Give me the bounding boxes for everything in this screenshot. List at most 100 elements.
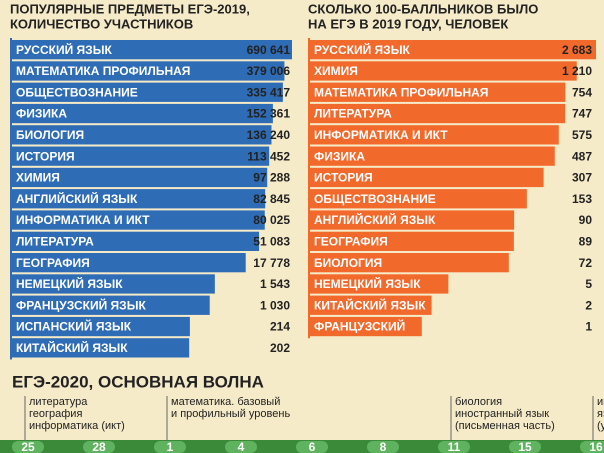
date: 16 bbox=[589, 440, 603, 453]
bar bbox=[310, 40, 596, 60]
bar bbox=[310, 231, 514, 251]
event-text: математика. базовый bbox=[171, 396, 280, 408]
bar bbox=[310, 82, 566, 102]
date: 25 bbox=[21, 440, 35, 453]
value-label: 575 bbox=[572, 128, 592, 142]
timeline-title: ЕГЭ-2020, ОСНОВНАЯ ВОЛНА bbox=[12, 372, 264, 391]
bar bbox=[310, 295, 432, 315]
chart-title: НА ЕГЭ В 2019 ГОДУ, ЧЕЛОВЕК bbox=[308, 16, 508, 31]
bar bbox=[12, 61, 285, 81]
value-label: 747 bbox=[572, 107, 592, 121]
bar-label: ОБЩЕСТВОЗНАНИЕ bbox=[314, 192, 436, 206]
date-chip bbox=[83, 441, 115, 453]
event-text: литература bbox=[29, 396, 88, 408]
bar bbox=[12, 82, 283, 102]
value-label: 72 bbox=[579, 256, 593, 270]
bar-label: НЕМЕЦКИЙ ЯЗЫК bbox=[314, 276, 421, 291]
value-label: 17 778 bbox=[253, 256, 290, 270]
value-label: 754 bbox=[572, 85, 592, 99]
chart-title: СКОЛЬКО 100-БАЛЛЬНИКОВ БЫЛО bbox=[308, 1, 538, 16]
bar-label: ФРАНЦУЗСКИЙ bbox=[314, 319, 405, 334]
date-chip bbox=[12, 441, 44, 453]
bar-label: АНГЛИЙСКИЙ ЯЗЫК bbox=[314, 212, 436, 227]
bar-label: РУССКИЙ ЯЗЫК bbox=[314, 42, 410, 57]
event-text: иностранный bbox=[597, 396, 604, 408]
bar bbox=[310, 316, 422, 337]
value-label: 307 bbox=[572, 171, 592, 185]
bar bbox=[12, 125, 272, 145]
bar-label: НЕМЕЦКИЙ ЯЗЫК bbox=[16, 276, 123, 291]
date-chip bbox=[367, 441, 399, 453]
bar-label: ЛИТЕРАТУРА bbox=[314, 107, 392, 121]
value-label: 2 bbox=[585, 298, 592, 312]
event-text: иностранный язык bbox=[455, 408, 549, 420]
bar-label: АНГЛИЙСКИЙ ЯЗЫК bbox=[16, 191, 138, 206]
bar bbox=[310, 103, 566, 124]
bar-label: ИНФОРМАТИКА И ИКТ bbox=[314, 128, 448, 142]
value-label: 136 240 bbox=[247, 128, 291, 142]
bar-label: ФИЗИКА bbox=[16, 107, 67, 121]
bar-label: ФИЗИКА bbox=[314, 149, 365, 163]
bar bbox=[12, 274, 215, 294]
date: 1 bbox=[167, 440, 174, 453]
bar-label: ГЕОГРАФИЯ bbox=[16, 256, 90, 270]
value-label: 82 845 bbox=[253, 192, 290, 206]
chart-title: ПОПУЛЯРНЫЕ ПРЕДМЕТЫ ЕГЭ-2019, bbox=[10, 1, 250, 16]
chart-title: КОЛИЧЕСТВО УЧАСТНИКОВ bbox=[10, 16, 193, 31]
date-chip bbox=[580, 441, 604, 453]
date-chip bbox=[438, 441, 470, 453]
value-label: 113 452 bbox=[247, 149, 290, 163]
event-text: (письменная часть) bbox=[455, 420, 555, 432]
value-label: 153 bbox=[572, 192, 592, 206]
value-label: 80 025 bbox=[253, 213, 290, 227]
bar-label: ГЕОГРАФИЯ bbox=[314, 235, 388, 249]
date: 15 bbox=[518, 440, 532, 453]
value-label: 2 683 bbox=[562, 43, 592, 57]
bar bbox=[12, 146, 270, 166]
event-text: информатика (икт) bbox=[29, 420, 125, 432]
value-label: 152 361 bbox=[247, 107, 291, 121]
bar-label: ИСТОРИЯ bbox=[314, 171, 373, 185]
event-text: биология bbox=[455, 396, 502, 408]
bar bbox=[310, 210, 515, 230]
date-chip bbox=[296, 441, 328, 453]
bar-label: ФРАНЦУЗСКИЙ ЯЗЫК bbox=[16, 297, 146, 312]
bar bbox=[12, 167, 268, 188]
bar bbox=[12, 253, 246, 273]
bar bbox=[12, 210, 265, 230]
date: 6 bbox=[309, 440, 316, 453]
value-label: 1 543 bbox=[260, 277, 290, 291]
value-label: 1 210 bbox=[562, 64, 592, 78]
event-text: (устная часть) bbox=[597, 420, 604, 432]
bar bbox=[310, 274, 449, 294]
date-chip bbox=[154, 441, 186, 453]
bar-label: БИОЛОГИЯ bbox=[314, 256, 382, 270]
bar bbox=[12, 40, 292, 60]
date-chip bbox=[225, 441, 257, 453]
value-label: 51 083 bbox=[253, 235, 290, 249]
bar bbox=[310, 61, 577, 81]
date: 11 bbox=[448, 440, 461, 453]
value-label: 379 006 bbox=[247, 64, 291, 78]
event-text: и профильный уровень bbox=[171, 408, 290, 420]
bar bbox=[12, 316, 190, 337]
bar bbox=[12, 189, 266, 209]
bar-label: ИСПАНСКИЙ ЯЗЫК bbox=[16, 319, 132, 334]
bar-label: ХИМИЯ bbox=[314, 64, 358, 78]
value-label: 90 bbox=[579, 213, 593, 227]
date: 4 bbox=[238, 440, 245, 453]
bar bbox=[310, 146, 555, 166]
bar bbox=[310, 189, 527, 209]
value-label: 335 417 bbox=[247, 85, 291, 99]
bar bbox=[310, 253, 509, 273]
value-label: 214 bbox=[270, 320, 290, 334]
date-chip bbox=[509, 441, 541, 453]
bar-label: РУССКИЙ ЯЗЫК bbox=[16, 42, 112, 57]
bar-label: МАТЕМАТИКА ПРОФИЛЬНАЯ bbox=[314, 85, 488, 99]
value-label: 1 030 bbox=[260, 298, 290, 312]
value-label: 690 641 bbox=[247, 43, 291, 57]
bar bbox=[12, 338, 190, 358]
event-text: язык bbox=[597, 408, 604, 420]
bar-label: ХИМИЯ bbox=[16, 171, 60, 185]
date: 28 bbox=[92, 440, 106, 453]
